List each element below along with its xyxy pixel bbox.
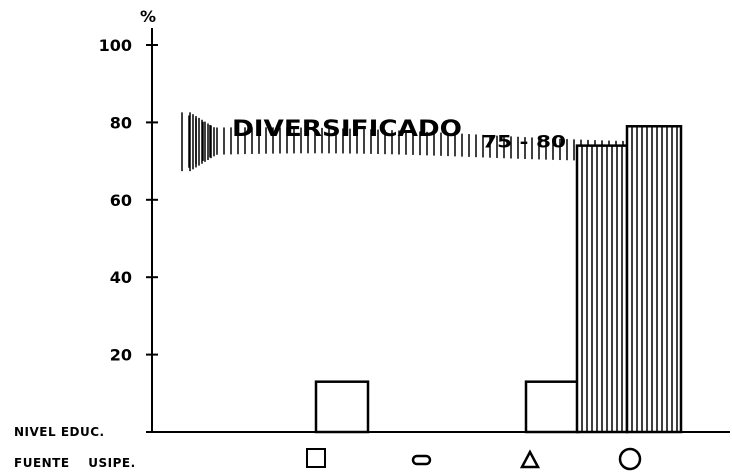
y-axis-unit-label: % [140, 7, 156, 26]
y-tick-label: 60 [110, 191, 132, 210]
rounded-rect-icon [411, 454, 432, 466]
bar-plain [314, 380, 370, 434]
diversificado-band [181, 112, 624, 172]
y-tick-label: 20 [110, 346, 132, 365]
bar-plain [524, 380, 580, 434]
y-tick-label: 100 [99, 36, 132, 55]
fuente-label: FUENTE USIPE. [14, 456, 136, 470]
nivel-educ-label: NIVEL EDUC. [14, 425, 105, 439]
y-tick-group: 20 40 60 80 100 [99, 36, 158, 433]
square-icon [306, 448, 326, 468]
triangle-icon [519, 449, 541, 469]
bar-hatched [625, 125, 683, 434]
band-period-label: 75 - 80 [482, 133, 566, 153]
y-tick-label: 80 [110, 113, 132, 132]
category-icons-group [306, 447, 642, 471]
circle-icon [618, 447, 642, 471]
band-main-label: DIVERSIFICADO [232, 117, 462, 142]
bars-group [314, 125, 683, 434]
y-tick-label: 40 [110, 268, 132, 287]
